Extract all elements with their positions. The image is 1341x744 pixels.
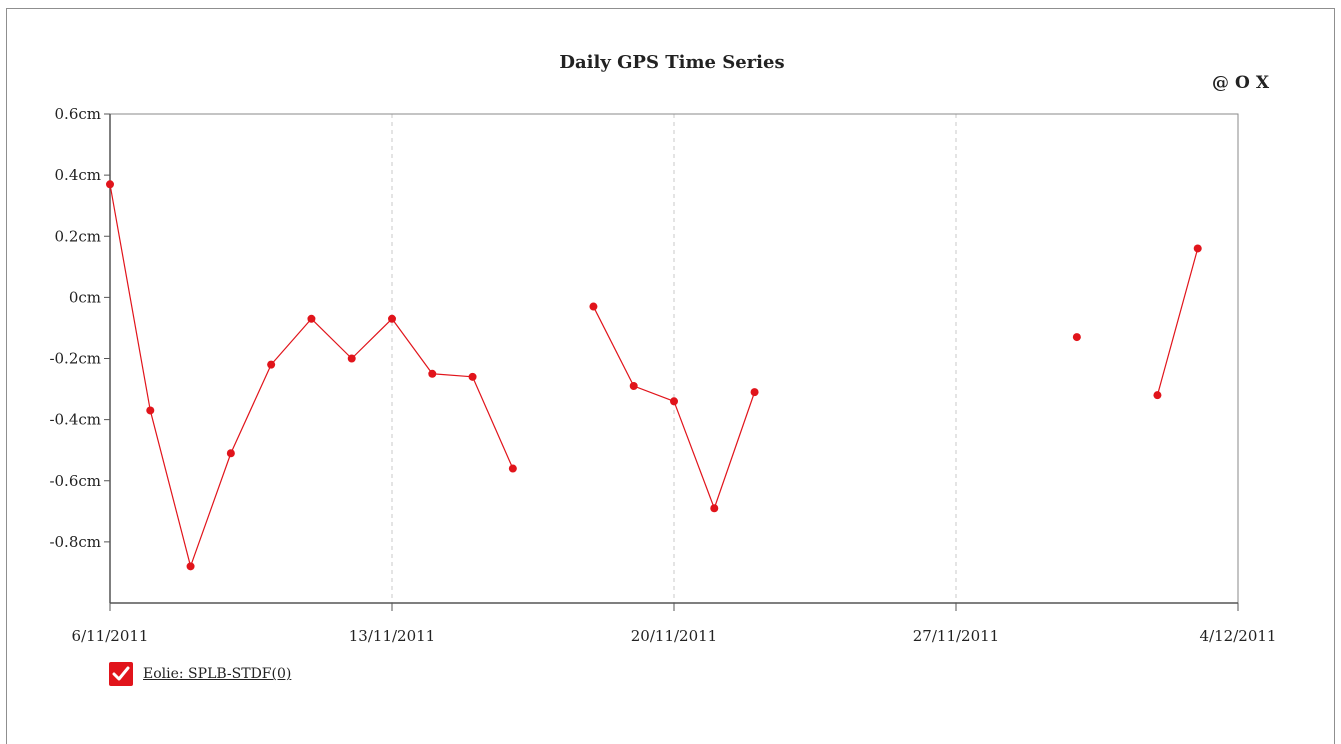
close-icon[interactable]: X <box>1255 73 1270 93</box>
data-point <box>428 369 437 378</box>
data-point <box>226 449 235 458</box>
series-line-segment <box>109 184 151 411</box>
o-icon[interactable]: O <box>1235 73 1250 93</box>
legend-label[interactable]: Eolie: SPLB-STDF(0) <box>143 666 292 682</box>
chart-title: Daily GPS Time Series <box>559 52 785 73</box>
y-tick-label: 0.6cm <box>55 105 101 123</box>
series-line-segment <box>713 391 756 509</box>
data-point <box>267 360 276 369</box>
x-tick-label: 13/11/2011 <box>349 627 435 645</box>
data-point <box>1153 391 1162 400</box>
check-icon <box>112 666 130 681</box>
data-point <box>468 372 477 381</box>
series-line-segment <box>230 364 272 454</box>
y-tick-label: -0.8cm <box>49 533 101 551</box>
data-point <box>307 314 316 323</box>
data-point <box>1193 244 1202 253</box>
data-point <box>388 314 396 323</box>
data-point <box>670 397 678 406</box>
series-line-segment <box>1156 248 1199 396</box>
data-point <box>1072 333 1081 342</box>
x-tick-label: 20/11/2011 <box>631 627 717 645</box>
series-line-segment <box>190 453 232 567</box>
y-tick-label: 0cm <box>69 288 101 306</box>
series-line-segment <box>391 318 433 375</box>
series-line-segment <box>633 385 675 402</box>
legend: Eolie: SPLB-STDF(0) <box>109 662 291 686</box>
data-point <box>106 180 114 189</box>
y-tick-label: -0.2cm <box>49 350 101 368</box>
series-line-segment <box>149 410 192 567</box>
data-point <box>146 406 155 415</box>
data-point <box>710 504 719 513</box>
data-point <box>750 388 759 397</box>
data-point <box>186 562 195 571</box>
series-line-segment <box>472 376 514 469</box>
legend-checkbox[interactable] <box>109 662 133 686</box>
data-point <box>508 464 517 473</box>
data-point <box>629 382 638 391</box>
y-tick-label: 0.2cm <box>55 227 101 245</box>
y-tick-label: 0.4cm <box>55 166 101 184</box>
y-tick-label: -0.6cm <box>49 472 101 490</box>
x-tick-label: 4/12/2011 <box>1200 627 1277 645</box>
series-line-segment <box>311 318 353 359</box>
series-line-segment <box>351 318 393 359</box>
x-tick-label: 6/11/2011 <box>72 627 149 645</box>
data-point <box>589 302 598 311</box>
data-point <box>347 354 356 363</box>
series-line-segment <box>592 306 635 387</box>
x-tick-label: 27/11/2011 <box>913 627 999 645</box>
chart-frame <box>6 8 1335 744</box>
series-line-segment <box>270 318 312 366</box>
at-icon[interactable]: @ <box>1212 73 1229 93</box>
y-tick-label: -0.4cm <box>49 411 101 429</box>
chart-controls: @ O X <box>1212 73 1269 93</box>
series-line-segment <box>432 373 473 378</box>
series-line-segment <box>673 401 715 509</box>
